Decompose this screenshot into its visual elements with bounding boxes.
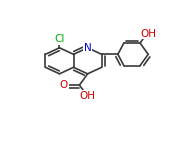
Text: OH: OH bbox=[79, 91, 95, 101]
Text: O: O bbox=[60, 80, 68, 90]
Text: N: N bbox=[84, 43, 91, 53]
Text: Cl: Cl bbox=[54, 34, 65, 44]
Text: OH: OH bbox=[141, 29, 157, 39]
